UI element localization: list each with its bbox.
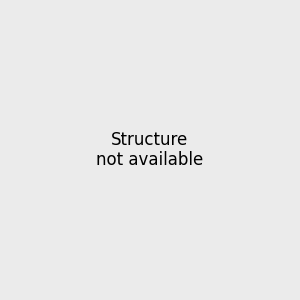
Text: Structure
not available: Structure not available — [96, 130, 204, 170]
